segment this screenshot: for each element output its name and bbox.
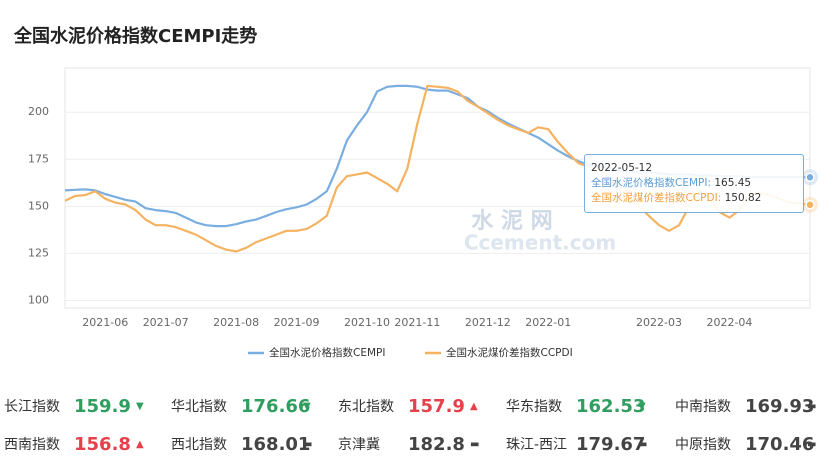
x-tick-label: 2022-03 <box>636 316 682 329</box>
highlight-point <box>805 200 815 210</box>
trend-icon: ▬ <box>303 438 313 450</box>
index-name: 西南指数 <box>4 437 60 453</box>
trend-icon: ▼ <box>638 400 646 412</box>
y-tick-label: 175 <box>28 152 49 165</box>
index-cell: 京津冀 182.8 ▬ <box>338 432 479 456</box>
index-name: 华北指数 <box>171 399 227 415</box>
y-tick-label: 200 <box>28 105 49 118</box>
tooltip-row: 全国水泥价格指数CEMPI165.45 <box>591 176 797 191</box>
x-tick-label: 2021-12 <box>465 316 511 329</box>
index-value: 162.53 <box>576 395 646 417</box>
trend-icon: ▬ <box>638 438 648 450</box>
y-tick-label: 150 <box>28 199 49 212</box>
index-name: 华东指数 <box>506 399 562 415</box>
x-tick-label: 2021-11 <box>394 316 440 329</box>
index-cell: 东北指数 157.9 ▲ <box>338 394 478 418</box>
tooltip-value: 150.82 <box>724 192 762 204</box>
trend-icon: ▲ <box>470 400 478 412</box>
x-tick-label: 2021-07 <box>143 316 189 329</box>
index-name: 西北指数 <box>171 437 227 453</box>
legend-label: 全国水泥价格指数CEMPI <box>269 346 385 359</box>
plot-frame <box>64 67 811 309</box>
watermark: 水 泥 网 <box>471 209 552 234</box>
tooltip: 2022-05-12 全国水泥价格指数CEMPI165.45 全国水泥煤价差指数… <box>584 154 804 213</box>
tooltip-date: 2022-05-12 <box>591 162 653 174</box>
tooltip-label: 全国水泥煤价差指数CCPDI <box>591 192 725 204</box>
index-name: 京津冀 <box>338 437 380 453</box>
x-tick-label: 2021-09 <box>274 316 320 329</box>
index-cell: 中南指数 169.93 ▬ <box>675 394 816 418</box>
trend-icon: ▬ <box>470 438 480 450</box>
index-name: 东北指数 <box>338 399 394 415</box>
tooltip-label: 全国水泥价格指数CEMPI <box>591 177 714 189</box>
index-value: 168.01 <box>241 433 311 455</box>
index-name: 中原指数 <box>675 437 731 453</box>
index-name: 中南指数 <box>675 399 731 415</box>
index-cell: 华北指数 176.66 ▼ <box>171 394 311 418</box>
y-tick-label: 100 <box>28 293 49 306</box>
index-value: 156.8 <box>74 433 131 455</box>
index-cell: 西北指数 168.01 ▬ <box>171 432 312 456</box>
tooltip-value: 165.45 <box>714 177 752 189</box>
trend-icon: ▬ <box>807 400 817 412</box>
index-value: 159.9 <box>74 395 131 417</box>
index-cell: 华东指数 162.53 ▼ <box>506 394 646 418</box>
index-row: 长江指数 159.9 ▼ 华北指数 176.66 ▼ 东北指数 157.9 ▲ 华东指数 162.5… <box>0 394 836 418</box>
trend-icon: ▼ <box>136 400 144 412</box>
trend-icon: ▬ <box>807 438 817 450</box>
index-cell: 西南指数 156.8 ▲ <box>4 432 144 456</box>
highlight-point <box>805 172 815 183</box>
index-name: 珠江-西江 <box>506 437 568 453</box>
trend-icon: ▼ <box>303 400 311 412</box>
tooltip-row: 全国水泥煤价差指数CCPDI150.82 <box>591 191 797 206</box>
x-tick-label: 2021-06 <box>82 316 128 329</box>
x-tick-label: 2021-08 <box>213 316 259 329</box>
trend-icon: ▲ <box>136 438 144 450</box>
index-row: 西南指数 156.8 ▲ 西北指数 168.01 ▬ 京津冀 182.8 ▬ 珠江-西江 179.6… <box>0 432 836 456</box>
index-value: 170.46 <box>745 433 815 455</box>
index-value: 176.66 <box>241 395 311 417</box>
index-cell: 珠江-西江 179.67 ▬ <box>506 432 647 456</box>
index-name: 长江指数 <box>4 399 60 415</box>
x-tick-label: 2022-04 <box>706 316 752 329</box>
x-tick-label: 2022-01 <box>525 316 571 329</box>
index-value: 169.93 <box>745 395 815 417</box>
index-value: 157.9 <box>408 395 465 417</box>
index-cell: 长江指数 159.9 ▼ <box>4 394 144 418</box>
index-value: 182.8 <box>408 433 465 455</box>
chart-title: 全国水泥价格指数CEMPI走势 <box>14 26 258 47</box>
y-tick-label: 125 <box>28 246 49 259</box>
watermark: Ccement.com <box>464 231 616 255</box>
index-cell: 中原指数 170.46 ▬ <box>675 432 816 456</box>
index-value: 179.67 <box>576 433 646 455</box>
chart: 水 泥 网 Ccement.com 100 125 150 175 200 2021-06… <box>28 67 818 359</box>
x-tick-label: 2021-10 <box>344 316 390 329</box>
legend-label: 全国水泥煤价差指数CCPDI <box>446 346 573 359</box>
